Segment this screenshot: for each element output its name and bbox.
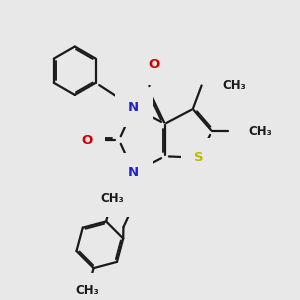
Text: CH₃: CH₃	[222, 79, 246, 92]
Text: S: S	[194, 151, 203, 164]
Text: CH₃: CH₃	[249, 125, 273, 138]
Text: O: O	[149, 58, 160, 71]
Text: N: N	[128, 101, 139, 114]
Text: N: N	[128, 166, 139, 179]
Text: O: O	[81, 134, 92, 146]
Text: CH₃: CH₃	[100, 192, 124, 205]
Text: CH₃: CH₃	[76, 284, 99, 297]
